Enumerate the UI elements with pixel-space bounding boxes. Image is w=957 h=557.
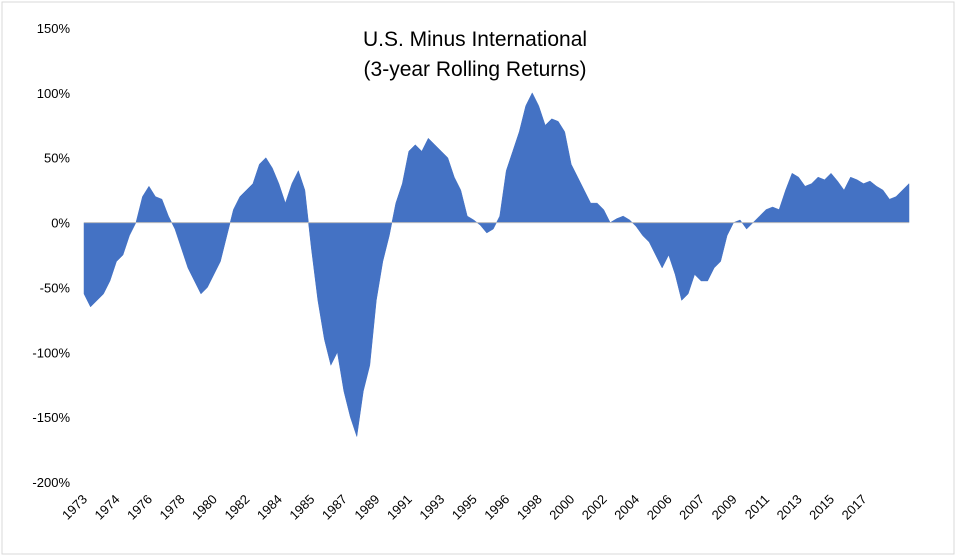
- chart-subtitle: (3-year Rolling Returns): [364, 58, 587, 81]
- y-tick-label: -100%: [32, 345, 70, 360]
- y-tick-label: -50%: [40, 280, 71, 295]
- y-tick-label: 50%: [44, 151, 70, 166]
- chart-title: U.S. Minus International: [363, 28, 587, 51]
- area: [83, 92, 910, 437]
- y-tick-label: 100%: [37, 86, 71, 101]
- y-tick-label: 0%: [51, 216, 70, 231]
- y-tick-label: 150%: [37, 21, 71, 36]
- y-tick-label: -200%: [32, 475, 70, 490]
- y-tick-label: -150%: [32, 410, 70, 425]
